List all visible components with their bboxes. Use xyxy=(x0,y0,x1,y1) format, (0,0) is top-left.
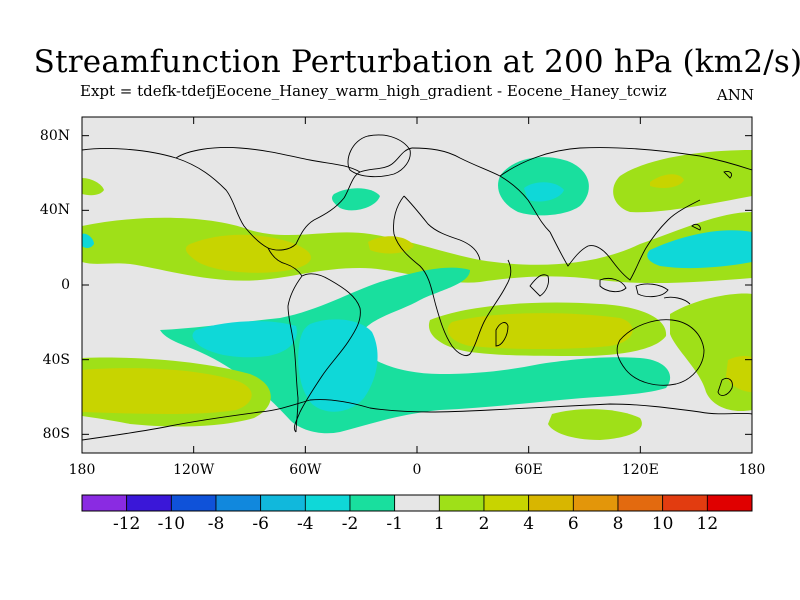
colorbar-label: -1 xyxy=(386,514,403,534)
lon-tick-label: 180 xyxy=(738,462,766,478)
colorbar-swatch xyxy=(170,494,217,512)
colorbar-label: 4 xyxy=(523,514,535,534)
colorbar-swatch xyxy=(528,494,574,512)
contour-cell-yellow xyxy=(185,234,311,273)
contour-cell-yellow xyxy=(650,174,684,188)
season-label: ANN xyxy=(716,86,754,104)
lon-tick-label: 120W xyxy=(173,462,215,478)
experiment-subtitle: Expt = tdefk-tdefjEocene_Haney_warm_high… xyxy=(80,82,667,100)
colorbar xyxy=(81,494,753,512)
colorbar-label: 1 xyxy=(433,514,445,534)
contour-cell-green xyxy=(82,178,104,196)
colorbar-label: 12 xyxy=(696,514,719,534)
colorbar-swatch xyxy=(260,494,306,512)
colorbar-swatch xyxy=(215,494,262,512)
colorbar-swatch xyxy=(304,494,351,512)
colorbar-label: -10 xyxy=(157,514,186,534)
contour-band-teal xyxy=(160,267,671,434)
lat-tick-label: 40N xyxy=(39,202,70,219)
contour-cell-green xyxy=(548,409,642,440)
colorbar-label: 8 xyxy=(612,514,624,534)
colorbar-swatch xyxy=(662,494,708,512)
colorbar-label: -8 xyxy=(207,514,225,534)
contour-cell-teal xyxy=(647,230,752,269)
colorbar-swatch xyxy=(438,494,485,512)
colorbar-label: 2 xyxy=(478,514,490,534)
colorbar-swatch xyxy=(394,494,440,512)
colorbar-swatch xyxy=(572,494,619,512)
contour-cell-teal xyxy=(332,188,380,211)
contour-cell-teal xyxy=(192,321,297,358)
lat-tick-label: 0 xyxy=(61,277,70,293)
colorbar-swatch xyxy=(706,494,753,512)
lon-tick-label: 0 xyxy=(412,462,422,478)
colorbar-label: -12 xyxy=(112,514,141,534)
lon-ticks xyxy=(81,117,753,453)
map-area xyxy=(82,117,752,453)
contour-cell-teal xyxy=(524,182,564,202)
lon-tick-label: 120E xyxy=(621,462,659,478)
colorbar-frame xyxy=(81,494,753,512)
contour-cell-yellow xyxy=(447,313,633,349)
lat-ticks xyxy=(82,135,752,435)
contour-cell-yellow xyxy=(82,368,252,414)
coastlines xyxy=(82,134,752,441)
colorbar-swatch xyxy=(349,494,396,512)
contour-cell-teal xyxy=(298,319,378,412)
colorbar-swatch xyxy=(81,494,128,512)
colorbar-label: -2 xyxy=(341,514,359,534)
lat-tick-label: 80N xyxy=(39,127,70,144)
lon-tick-label: 60W xyxy=(289,462,322,478)
lon-tick-label: 180 xyxy=(68,462,96,478)
colorbar-label: 6 xyxy=(567,514,579,534)
colorbar-swatch xyxy=(126,494,172,512)
colorbar-swatch xyxy=(617,494,664,512)
contour-cell-teal xyxy=(82,233,94,248)
lon-tick-label: 60E xyxy=(514,462,543,478)
colorbar-label: -6 xyxy=(252,514,269,534)
colorbar-swatch xyxy=(483,494,530,512)
lat-tick-label: 80S xyxy=(42,426,70,443)
lat-tick-label: 40S xyxy=(42,351,70,368)
plot-title: Streamfunction Perturbation at 200 hPa (… xyxy=(33,44,800,80)
colorbar-label: 10 xyxy=(651,514,674,534)
colorbar-label: -4 xyxy=(297,514,314,534)
